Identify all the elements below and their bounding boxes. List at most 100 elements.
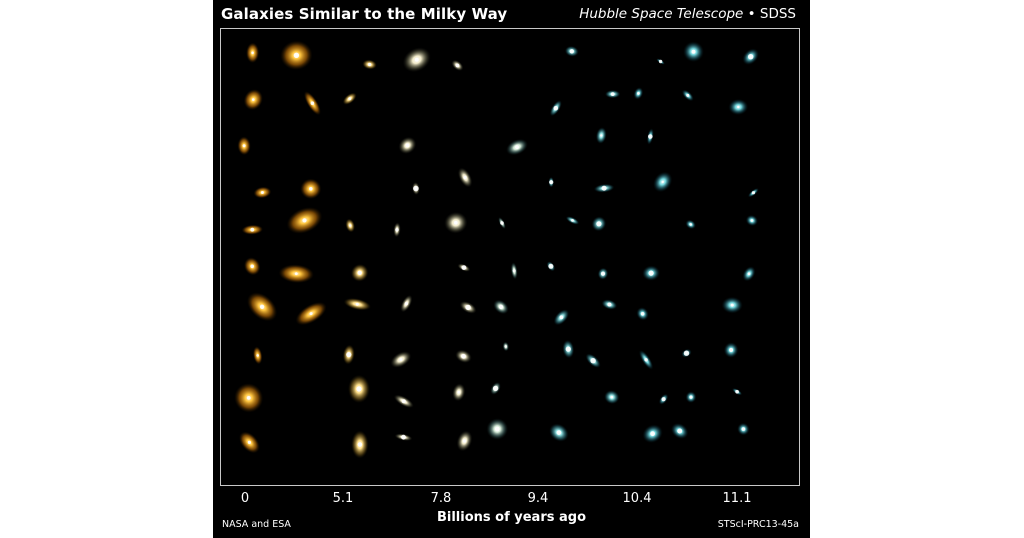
galaxy-core (500, 221, 504, 225)
galaxy-core (368, 62, 372, 67)
galaxy-core (251, 51, 254, 55)
galaxy-core (610, 395, 614, 399)
galaxy-core (357, 442, 363, 447)
galaxy-core (648, 270, 654, 276)
galaxy-core (748, 54, 754, 60)
galaxy-core (640, 312, 645, 316)
galaxy-core (677, 428, 683, 434)
galaxy-core (346, 352, 352, 358)
galaxy-core (355, 302, 359, 306)
galaxy-core (601, 185, 607, 191)
galaxy-core (661, 397, 666, 402)
galaxy-core (413, 185, 419, 192)
galaxy-core (689, 395, 693, 399)
galaxy-core (729, 348, 734, 352)
galaxy-core (259, 304, 265, 309)
galaxy-core (691, 49, 696, 54)
galaxy-core (250, 227, 255, 232)
galaxy-core (492, 385, 499, 392)
galaxy-core (637, 92, 640, 95)
figure-title: Galaxies Similar to the Milky Way (221, 5, 508, 23)
observatory-credit-hubble: Hubble Space Telescope (579, 6, 744, 22)
galaxy-core (689, 223, 692, 226)
galaxy-core (463, 175, 467, 180)
galaxy-core (401, 399, 406, 404)
galaxy-core (461, 354, 466, 359)
galaxy-core (293, 52, 300, 58)
galaxy-grid (234, 40, 760, 459)
image-credit-left: NASA and ESA (222, 519, 291, 530)
galaxy-mosaic (234, 40, 760, 459)
galaxy-core (247, 440, 251, 444)
x-tick-label: 11.1 (722, 491, 752, 506)
galaxy-core (737, 105, 740, 109)
galaxy-core (600, 271, 606, 276)
galaxy-core (650, 431, 655, 437)
galaxy-core (596, 221, 602, 227)
galaxy-core (455, 63, 460, 68)
galaxy-core (559, 315, 564, 320)
galaxy-core (357, 270, 362, 275)
galaxy-core (600, 134, 603, 137)
galaxy-core (302, 218, 307, 223)
galaxy-core (260, 191, 264, 194)
galaxy-core (504, 345, 507, 348)
galaxy-core (454, 220, 458, 225)
galaxy-core (494, 426, 500, 432)
galaxy-core (246, 396, 251, 400)
galaxy-core (741, 427, 746, 431)
galaxy-core (349, 224, 352, 227)
galaxy-core (250, 264, 254, 269)
galaxy-core (461, 265, 467, 270)
galaxy-core (457, 390, 461, 394)
galaxy-core (395, 228, 399, 232)
galaxy-core (683, 350, 690, 356)
galaxy-core (348, 97, 352, 101)
galaxy-core (569, 49, 574, 54)
galaxy-core (571, 219, 574, 222)
galaxy-core (294, 272, 298, 276)
galaxy-core (462, 439, 467, 443)
x-axis-label: Billions of years ago (436, 510, 587, 525)
x-tick-label: 7.8 (430, 491, 452, 506)
image-panel: Galaxies Similar to the Milky Way Hubble… (213, 0, 810, 538)
credit-separator: • (743, 6, 760, 22)
galaxy-core (751, 191, 756, 195)
galaxy-core (310, 101, 315, 105)
galaxy-core (549, 180, 554, 185)
galaxy-core (590, 358, 596, 364)
galaxy-core (750, 219, 754, 222)
galaxy-core (256, 354, 259, 357)
galaxy-core (242, 144, 246, 148)
x-tick-label: 5.1 (332, 491, 354, 506)
galaxy-core (565, 346, 571, 352)
x-tick-label: 0 (240, 491, 250, 506)
galaxy-core (252, 98, 255, 101)
galaxy-core (644, 358, 648, 362)
galaxy-core (405, 143, 410, 148)
galaxy-core (658, 59, 663, 64)
galaxy-core (686, 93, 690, 97)
galaxy-core (512, 269, 516, 273)
galaxy-core (465, 304, 471, 311)
galaxy-core (309, 312, 313, 316)
galaxy-core (498, 304, 504, 309)
x-tick-label: 9.4 (527, 491, 549, 506)
galaxy-core (356, 386, 362, 392)
galaxy-core (399, 358, 403, 361)
galaxy-core (730, 303, 734, 307)
galaxy-core (548, 263, 554, 269)
observatory-credit-sdss: SDSS (759, 6, 796, 22)
galaxy-core (661, 180, 664, 184)
galaxy-core (414, 57, 419, 62)
galaxy-core (648, 134, 653, 139)
galaxy-core (747, 272, 751, 276)
galaxy-core (607, 302, 612, 307)
image-id-credit: STScI-PRC13-45a (717, 519, 799, 530)
galaxy-core (553, 105, 559, 111)
galaxy-core (556, 430, 562, 435)
galaxy-core (610, 92, 615, 96)
x-tick-label: 10.4 (622, 491, 652, 506)
galaxy-mosaic-frame (220, 28, 800, 486)
observatory-credit: Hubble Space Telescope • SDSS (579, 6, 796, 22)
